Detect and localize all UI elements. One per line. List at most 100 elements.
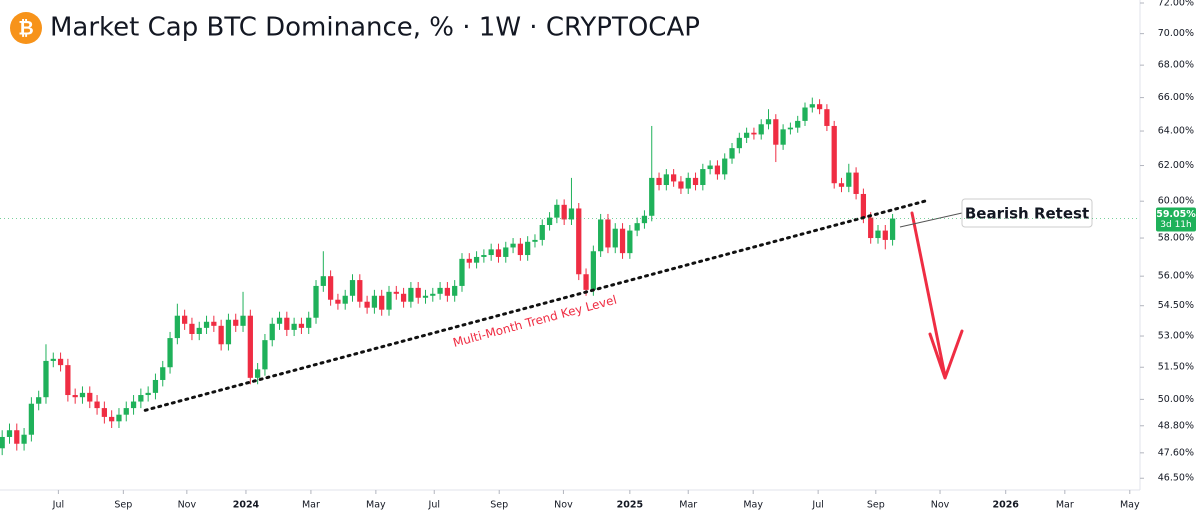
candle-body [130,401,137,409]
candle-body [517,243,523,256]
candle-body [722,158,728,175]
candle-body [225,319,232,345]
candle-body [627,230,633,254]
candle-body [875,230,881,239]
y-tick-label: 60.00% [1158,196,1194,207]
candle-body [269,323,275,341]
candle-body [671,174,677,182]
x-tick-label: Mar [302,500,320,511]
candles [0,97,896,456]
candle-body [868,217,874,239]
candle-body [444,287,451,296]
candle-body [495,249,502,257]
candle-body [79,392,86,398]
candle-body [787,127,794,130]
trendline [143,199,927,412]
candle-body [123,408,129,415]
y-tick-label: 47.60% [1158,447,1194,458]
candle-body [6,430,13,437]
candle-body [50,358,56,361]
btc-icon [10,12,42,44]
candle-body [196,327,202,334]
candle-body [138,395,144,402]
price-badge-countdown: 3d 11h [1160,220,1191,230]
candle-body [473,256,480,263]
candle-body [751,132,757,135]
candle-body [298,323,305,328]
candle-body [14,430,20,444]
candle-body [87,392,93,402]
candle-body [240,315,246,326]
y-tick-label: 54.50% [1158,300,1194,311]
candle-body [729,148,735,159]
x-tick-label: Mar [1056,500,1074,511]
candle-body [28,403,35,435]
candle-body [546,217,553,226]
candle-body [65,365,71,396]
x-tick-label: Sep [490,500,508,511]
candle-body [802,107,808,121]
y-tick-label: 70.00% [1158,28,1194,39]
candle-body [174,315,180,339]
x-tick-label: Nov [931,500,950,511]
candle-body [685,177,691,189]
candle-body [488,249,494,256]
y-tick-label: 56.00% [1158,271,1194,282]
price-badge-value: 59.05% [1156,209,1196,220]
candle-body [255,369,261,378]
candle-body [313,285,319,318]
candle-body [824,109,830,126]
candle-body [838,183,845,187]
candle-body [853,172,859,194]
x-tick-label: Nov [554,500,573,511]
candle-body [189,323,195,334]
candle-body [386,291,392,310]
candle-body [276,317,283,324]
candle-body [466,258,472,263]
candle-body [291,323,297,330]
y-tick-label: 46.50% [1158,473,1194,484]
candle-body [335,299,341,304]
candle-body [262,340,268,370]
x-tick-label: May [743,500,763,511]
candle-body [510,243,516,248]
candle-body [773,119,779,145]
candle-body [678,181,684,189]
candle-body [860,193,867,218]
candle-body [182,315,188,324]
candle-body [707,165,713,170]
callout-box [961,198,1093,228]
y-tick-label: 50.00% [1158,394,1194,405]
candle-body [765,119,772,125]
candle-body [400,293,407,302]
y-tick-label: 48.80% [1158,420,1194,431]
candle-body [167,338,173,368]
callout-text: Bearish Retest [965,205,1089,223]
candle-body [57,358,64,366]
candle-body [656,177,662,186]
candle-body [758,124,764,135]
x-tick-label: May [366,500,386,511]
candle-body [605,219,611,248]
candle-body [882,230,888,240]
candle-body [583,274,589,290]
candle-body [306,317,312,328]
candle-body [743,132,750,138]
candle-body [284,317,290,330]
candle-body [649,177,655,216]
x-tick-label: 2026 [992,500,1019,511]
y-tick-label: 66.00% [1158,92,1194,103]
x-tick-label: Jul [52,500,64,511]
candle-body [357,280,363,302]
candle-body [576,208,582,275]
candle-body [481,255,487,257]
candle-body [809,104,815,108]
x-tick-label: Sep [114,500,132,511]
y-tick-label: 58.00% [1158,233,1194,244]
candle-body [714,165,721,175]
candle-body [889,218,896,240]
candle-body [663,174,669,186]
callout-pointer [899,212,963,228]
